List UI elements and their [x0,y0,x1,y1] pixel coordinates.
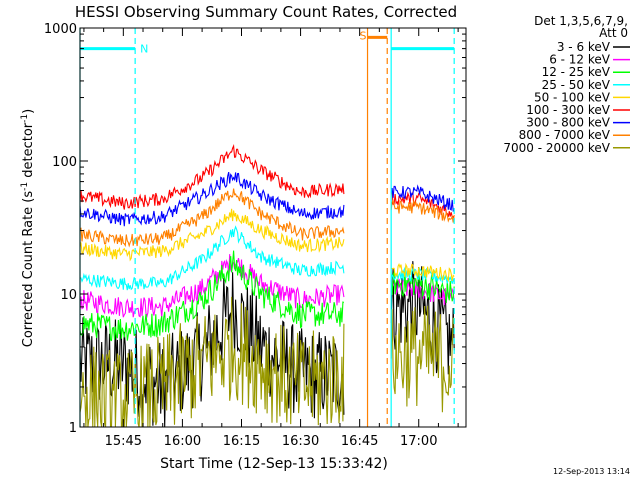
y-axis-label: Corrected Count Rate (s-1 detector-1) [20,109,36,347]
series-line-7000-20000-kev [79,296,455,428]
y-tick-label: 1000 [44,22,77,37]
legend-label-12-25-kev: 12 - 25 keV [542,65,611,79]
x-tick-label: 15:45 [105,434,142,449]
saa-16-47-label: S [360,29,367,42]
footer-date: 12-Sep-2013 13:14 [553,467,630,476]
legend-label-100-300-kev: 100 - 300 keV [526,103,610,117]
x-tick-label: 17:00 [400,434,437,449]
series-line-12-25-kev [79,250,455,342]
y-axis-ticks: 1 10 100 1000 [44,22,466,436]
night-15-34-label: N [140,43,148,56]
x-tick-label: 16:45 [341,434,378,449]
legend-label-3-6-kev: 3 - 6 keV [557,40,611,54]
series-line-800-7000-kev [79,188,455,248]
x-axis-label: Start Time (12-Sep-13 15:33:42) [160,456,388,472]
y-tick-label: 1 [69,421,77,436]
legend-label-7000-20000-kev: 7000 - 20000 keV [503,141,610,155]
y-tick-label: 10 [60,288,77,303]
legend-label-25-50-kev: 25 - 50 keV [542,78,611,92]
legend-label-800-7000-kev: 800 - 7000 keV [519,128,611,142]
legend-label-50-100-kev: 50 - 100 keV [534,90,611,104]
x-tick-label: 16:00 [164,434,201,449]
legend-detectors: Det 1,3,5,6,7,9, [534,14,628,28]
x-axis-ticks: 15:45 16:00 16:15 16:30 16:45 17:00 [83,28,459,449]
chart-title: HESSI Observing Summary Count Rates, Cor… [75,3,457,21]
legend-label-300-800-kev: 300 - 800 keV [526,116,610,130]
plot-frame [79,27,467,428]
y-tick-label: 100 [52,155,77,170]
plot-series [79,144,455,428]
legend-label-6-12-kev: 6 - 12 keV [549,53,611,67]
legend-attenuator: Att 0 [599,26,628,40]
series-line-50-100-kev [79,208,455,283]
x-tick-label: 16:15 [223,434,260,449]
series-line-300-800-kev [79,171,455,227]
x-tick-label: 16:30 [282,434,319,449]
